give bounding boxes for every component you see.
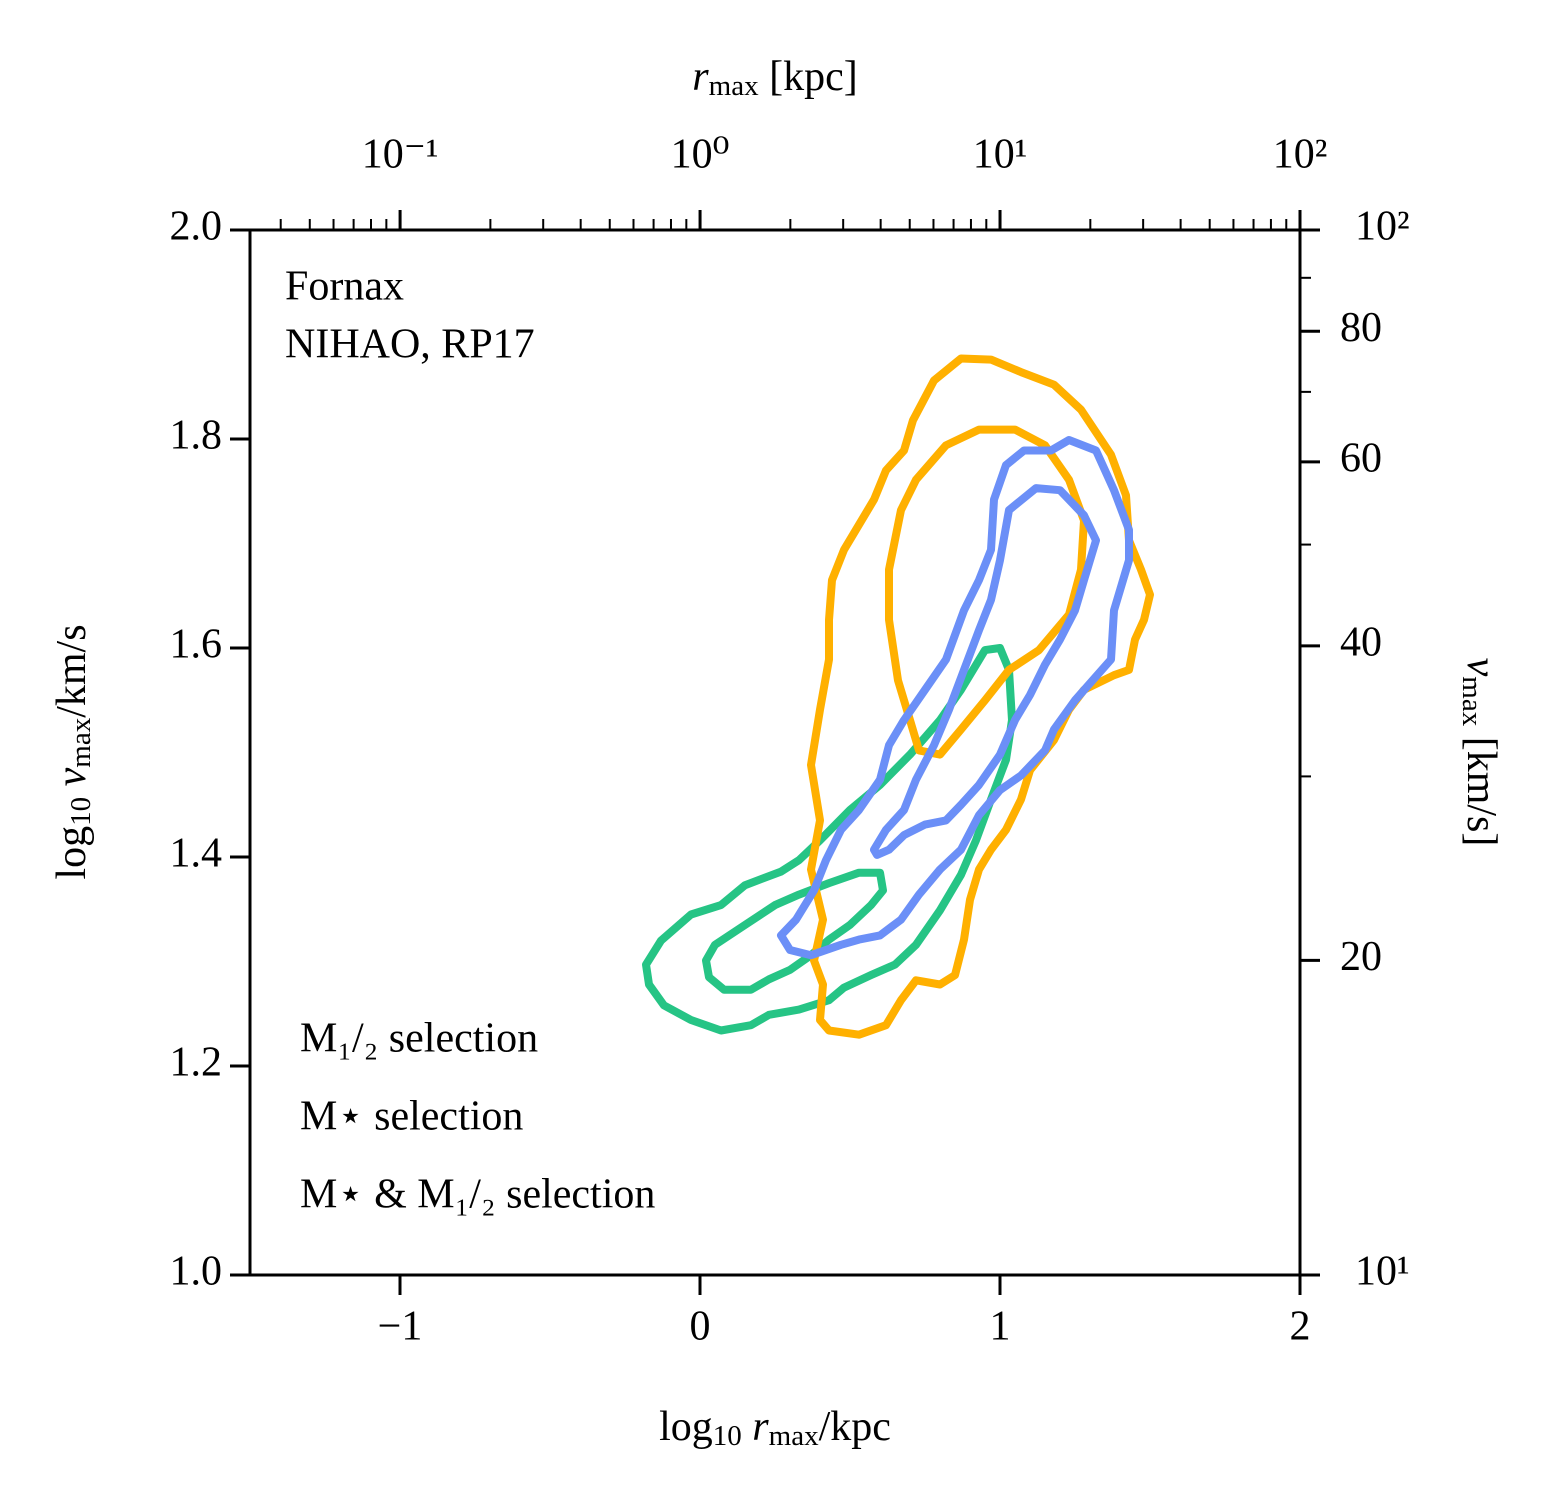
label-part: max [1456, 676, 1488, 726]
contour-line [642, 644, 1016, 1035]
right-tick-label: 20 [1340, 934, 1382, 980]
top-axis-label: rmax [kpc] [692, 54, 857, 102]
x-tick-label: 2 [1290, 1304, 1311, 1350]
label-part: /km/s [49, 624, 95, 717]
label-part: max [769, 1420, 819, 1452]
x-axis-label: log10 rmax/kpc [659, 1404, 891, 1452]
top-tick-label: 10⁻¹ [362, 132, 439, 178]
y-tick-label: 1.6 [170, 622, 223, 668]
label-part: max [65, 717, 97, 767]
y-axis-label: log10 vmax/km/s [49, 624, 97, 879]
right-tick-label: 40 [1340, 619, 1382, 665]
y-tick-label: 1.4 [170, 831, 223, 877]
legend-entry: M⋆ & M₁/₂ selection [300, 1172, 655, 1218]
label-part: v [1458, 658, 1504, 677]
x-tick-label: 1 [990, 1304, 1011, 1350]
contour-line [885, 425, 1088, 759]
right-axis-label: vmax [km/s] [1456, 658, 1504, 847]
y-tick-label: 1.0 [170, 1249, 223, 1295]
label-part: v [49, 767, 95, 797]
y-tick-label: 1.8 [170, 413, 223, 459]
legend-entry: M₁/₂ selection [300, 1016, 538, 1062]
right-tick-label: 10² [1355, 204, 1410, 250]
label-part: log [659, 1404, 713, 1450]
right-tick-label: 60 [1340, 435, 1382, 481]
annotation: NIHAO, RP17 [285, 322, 535, 368]
x-tick-label: −1 [378, 1304, 423, 1350]
x-tick-label: 0 [690, 1304, 711, 1350]
label-part: [km/s] [1458, 726, 1504, 846]
label-part: max [709, 70, 759, 102]
y-tick-label: 1.2 [170, 1040, 223, 1086]
contour-line [702, 868, 887, 994]
label-part: /kpc [819, 1404, 891, 1450]
label-part: r [742, 1404, 770, 1450]
top-tick-label: 10² [1273, 132, 1328, 178]
y-tick-label: 2.0 [170, 204, 223, 250]
label-part: 10 [65, 797, 97, 826]
contour-line [870, 484, 1100, 859]
legend-entry: M⋆ selection [300, 1094, 523, 1140]
label-part: r [692, 54, 709, 100]
label-part: 10 [713, 1420, 742, 1452]
label-part: log [49, 826, 95, 880]
contour-line [777, 436, 1133, 960]
right-tick-label: 80 [1340, 305, 1382, 351]
annotation: Fornax [285, 264, 404, 310]
label-part: [kpc] [759, 54, 858, 100]
top-tick-label: 10⁰ [671, 132, 730, 178]
right-tick-label: 10¹ [1355, 1249, 1410, 1295]
top-tick-label: 10¹ [973, 132, 1028, 178]
plot-frame [248, 228, 1302, 1277]
